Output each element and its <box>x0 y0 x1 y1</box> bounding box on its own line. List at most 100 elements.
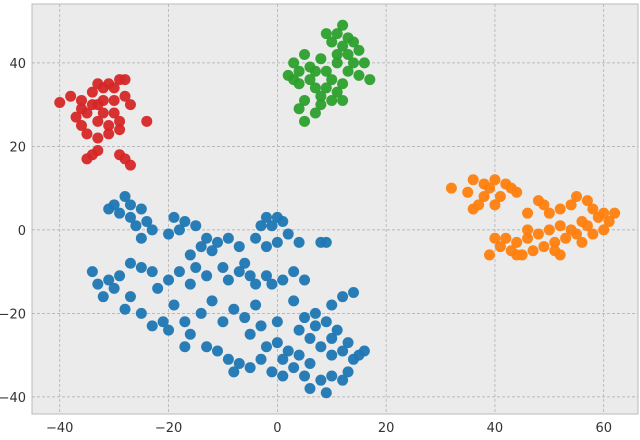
scatter-point <box>260 341 272 353</box>
scatter-point <box>342 65 354 77</box>
scatter-point <box>228 303 240 315</box>
scatter-point <box>598 207 610 219</box>
scatter-point <box>135 203 147 215</box>
scatter-point <box>108 94 120 106</box>
scatter-point <box>119 303 131 315</box>
scatter-point <box>320 65 332 77</box>
scatter-point <box>483 182 495 194</box>
scatter-point <box>179 316 191 328</box>
scatter-point <box>337 78 349 90</box>
scatter-point <box>114 207 126 219</box>
scatter-point <box>299 115 311 127</box>
scatter-point <box>195 241 207 253</box>
scatter-point <box>549 245 561 257</box>
scatter-point <box>353 44 365 56</box>
scatter-point <box>511 249 523 261</box>
scatter-point <box>108 82 120 94</box>
scatter-point <box>173 224 185 236</box>
scatter-point <box>266 366 278 378</box>
scatter-point <box>494 190 506 202</box>
scatter-point <box>81 128 93 140</box>
scatter-point <box>201 341 213 353</box>
scatter-point <box>255 320 267 332</box>
scatter-point <box>179 341 191 353</box>
scatter-point <box>92 278 104 290</box>
scatter-point <box>331 49 343 61</box>
scatter-point <box>282 228 294 240</box>
scatter-point <box>76 103 88 115</box>
scatter-point <box>146 224 158 236</box>
scatter-point <box>565 199 577 211</box>
scatter-point <box>571 228 583 240</box>
scatter-point <box>489 199 501 211</box>
scatter-point <box>114 115 126 127</box>
scatter-point <box>260 211 272 223</box>
scatter-point <box>152 282 164 294</box>
scatter-point <box>543 224 555 236</box>
scatter-point <box>538 199 550 211</box>
scatter-point <box>228 366 240 378</box>
scatter-point <box>211 236 223 248</box>
scatter-point <box>260 241 272 253</box>
scatter-point <box>124 199 136 211</box>
scatter-point <box>266 278 278 290</box>
scatter-point <box>337 19 349 31</box>
scatter-point <box>260 270 272 282</box>
scatter-point <box>146 266 158 278</box>
scatter-point <box>347 36 359 48</box>
scatter-point <box>76 119 88 131</box>
scatter-point <box>92 115 104 127</box>
scatter-point <box>478 190 490 202</box>
scatter-point <box>217 316 229 328</box>
scatter-point <box>119 74 131 86</box>
scatter-point <box>124 99 136 111</box>
scatter-point <box>353 69 365 81</box>
scatter-point <box>549 236 561 248</box>
scatter-point <box>326 94 338 106</box>
scatter-point <box>315 99 327 111</box>
scatter-point <box>217 261 229 273</box>
scatter-point <box>244 362 256 374</box>
scatter-point <box>233 357 245 369</box>
scatter-point <box>114 270 126 282</box>
scatter-point <box>299 312 311 324</box>
scatter-point <box>103 128 115 140</box>
scatter-point <box>304 383 316 395</box>
scatter-point <box>293 324 305 336</box>
scatter-point <box>163 228 175 240</box>
scatter-point <box>86 86 98 98</box>
scatter-point <box>326 332 338 344</box>
scatter-point <box>141 216 153 228</box>
scatter-point <box>250 299 262 311</box>
scatter-point <box>288 266 300 278</box>
scatter-point <box>511 236 523 248</box>
y-tick-label: 0 <box>18 224 26 239</box>
scatter-point <box>326 74 338 86</box>
scatter-point <box>124 211 136 223</box>
scatter-point <box>342 337 354 349</box>
scatter-point <box>320 28 332 40</box>
scatter-point <box>326 299 338 311</box>
scatter-point <box>288 362 300 374</box>
scatter-point <box>299 274 311 286</box>
scatter-point <box>331 86 343 98</box>
scatter-point <box>65 90 77 102</box>
scatter-point <box>358 57 370 69</box>
scatter-point <box>103 203 115 215</box>
scatter-point <box>103 274 115 286</box>
scatter-point <box>244 270 256 282</box>
scatter-point <box>543 207 555 219</box>
scatter-point <box>92 145 104 157</box>
scatter-point <box>483 249 495 261</box>
scatter-point <box>81 153 93 165</box>
scatter-point <box>293 65 305 77</box>
scatter-point <box>326 349 338 361</box>
y-tick-label: −40 <box>0 391 26 406</box>
scatter-point <box>97 107 109 119</box>
scatter-point <box>277 370 289 382</box>
scatter-point <box>146 320 158 332</box>
scatter-point <box>326 36 338 48</box>
scatter-point <box>239 257 251 269</box>
scatter-point <box>282 345 294 357</box>
scatter-point <box>554 220 566 232</box>
